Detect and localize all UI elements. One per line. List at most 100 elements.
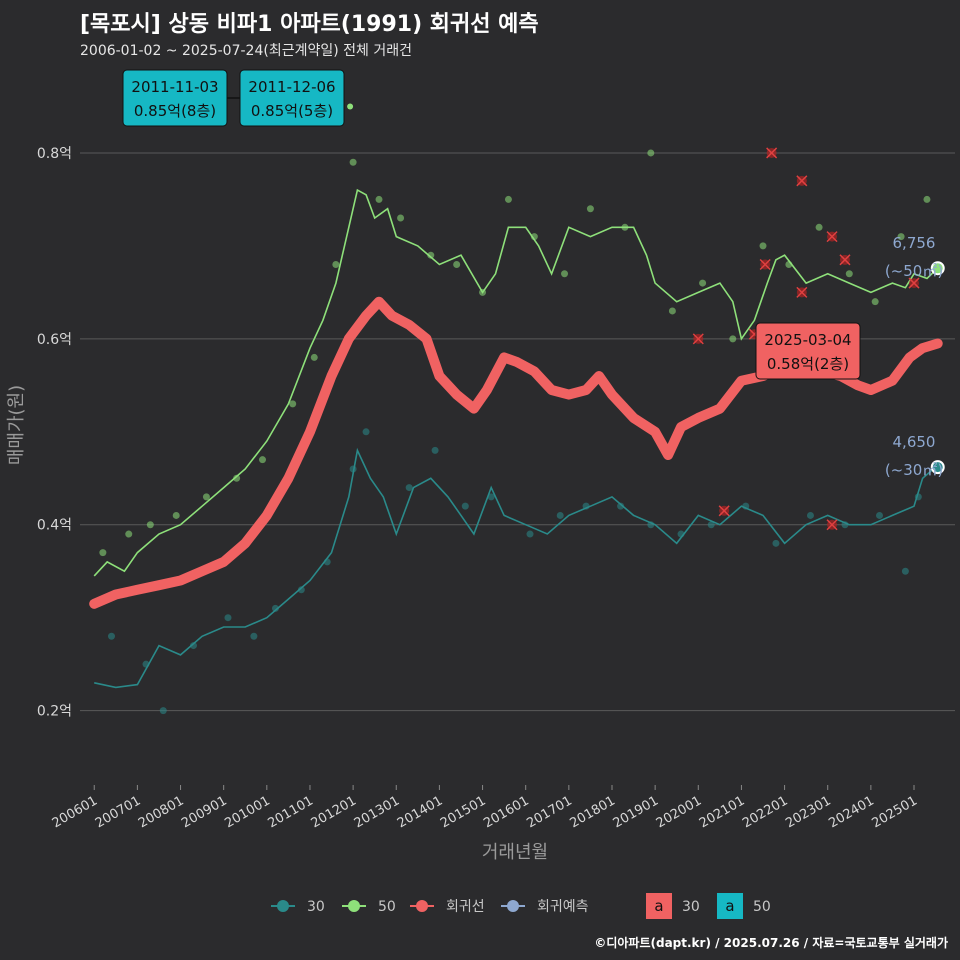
x-tick-label: 201701 [524,793,574,831]
annotation-box [122,69,228,127]
x-tick-label: 200901 [179,793,229,831]
x-tick-label: 202101 [697,793,747,831]
scatter-point-30 [431,446,439,454]
x-axis-title: 거래년월 [482,842,548,863]
annotation-point [347,103,354,110]
scatter-point-30 [362,428,370,436]
annotation-box [755,322,861,380]
outlier-cross [766,147,778,159]
x-tick-label: 201901 [611,793,661,831]
scatter-point-50 [332,260,340,268]
legend-key-dot [507,900,519,912]
legend-label-text: 30 [682,899,700,915]
scatter-point-50 [202,493,210,501]
x-tick-label: 202401 [826,793,876,831]
scatter-point-50 [586,205,594,213]
legend-item-label: 회귀예측 [537,899,589,915]
outlier-cross [826,519,838,531]
scatter-point-50 [453,260,461,268]
y-tick-label: 0.8억 [37,146,72,162]
legend-key-dot [416,900,428,912]
legend-label-glyph: a [654,897,663,915]
legend-key-dot [348,900,360,912]
outlier-cross [796,175,808,187]
series-line-30 [94,447,937,689]
end-label-area: (~30㎡) [885,461,943,479]
x-tick-label: 200601 [50,793,100,831]
scatter-point-50 [146,521,154,529]
y-tick-label: 0.2억 [37,704,72,720]
scatter-point-50 [233,474,241,482]
chart-subtitle: 2006-01-02 ~ 2025-07-24(최근계약일) 전체 거래건 [80,43,412,59]
scatter-point-50 [845,270,853,278]
x-tick-label: 200701 [93,793,143,831]
x-tick-label: 201101 [265,793,315,831]
series-endpoint-30 [930,460,945,475]
series-line-50 [93,188,939,577]
scatter-point-30 [297,586,305,594]
outlier-cross [718,505,730,517]
x-tick-label: 201401 [395,793,445,831]
scatter-point-50 [289,400,297,408]
legend-item-label: 50 [378,899,396,915]
scatter-point-50 [427,251,435,259]
annotation-box [239,69,345,127]
scatter-point-50 [871,298,879,306]
x-tick-label: 201301 [352,793,402,831]
scatter-point-50 [125,530,133,538]
scatter-point-50 [375,195,383,203]
chart-footer: ©디아파트(dapt.kr) / 2025.07.26 / 자료=국토교통부 실… [594,936,948,950]
scatter-point-50 [897,233,905,241]
scatter-point-50 [647,149,655,157]
outlier-cross [692,333,704,345]
scatter-point-50 [397,214,405,222]
scatter-point-50 [699,279,707,287]
scatter-point-30 [189,642,197,650]
legend-label-glyph: a [725,897,734,915]
outlier-cross [839,254,851,266]
scatter-point-50 [668,307,676,315]
scatter-point-50 [561,270,569,278]
scatter-point-30 [806,511,814,519]
scatter-point-30 [250,632,258,640]
y-tick-label: 0.4억 [37,518,72,534]
scatter-point-30 [405,484,413,492]
scatter-point-30 [901,567,909,575]
x-tick-label: 201601 [481,793,531,831]
annotation-price: 0.58억(2층) [767,355,849,373]
scatter-point-50 [259,456,267,464]
series-endpoint-50 [930,261,945,276]
legend-item-label: 회귀선 [446,899,485,915]
scatter-point-30 [107,632,115,640]
scatter-point-50 [99,549,107,557]
legend-item-label: 30 [307,899,325,915]
outlier-cross [759,258,771,271]
scatter-point-30 [707,521,715,529]
scatter-point-30 [224,614,232,622]
scatter-point-50 [759,242,767,250]
scatter-point-30 [875,511,883,519]
scatter-point-30 [617,502,625,510]
outlier-cross [796,286,808,298]
scatter-point-30 [526,530,534,538]
outlier-cross [826,231,838,243]
legend-key-dot [277,900,289,912]
x-tick-label: 202001 [654,793,704,831]
scatter-point-30 [159,707,167,715]
scatter-point-30 [556,511,564,519]
scatter-point-50 [729,335,737,343]
x-tick-label: 202501 [870,793,920,831]
legend-label-text: 50 [753,899,771,915]
end-label-count: 4,650 [893,433,936,451]
end-label-area: (~50㎡) [885,262,943,280]
y-tick-label: 0.6억 [37,332,72,348]
legend-label-key [646,893,672,919]
x-tick-label: 201801 [567,793,617,831]
x-tick-label: 200801 [136,793,186,831]
legend-label-key [717,893,743,919]
scatter-point-50 [310,353,318,361]
annotation-date: 2025-03-04 [764,331,851,349]
annotation-price: 0.85억(8층) [134,102,216,120]
scatter-point-50 [349,158,357,166]
annotation-date: 2011-12-06 [248,78,335,96]
